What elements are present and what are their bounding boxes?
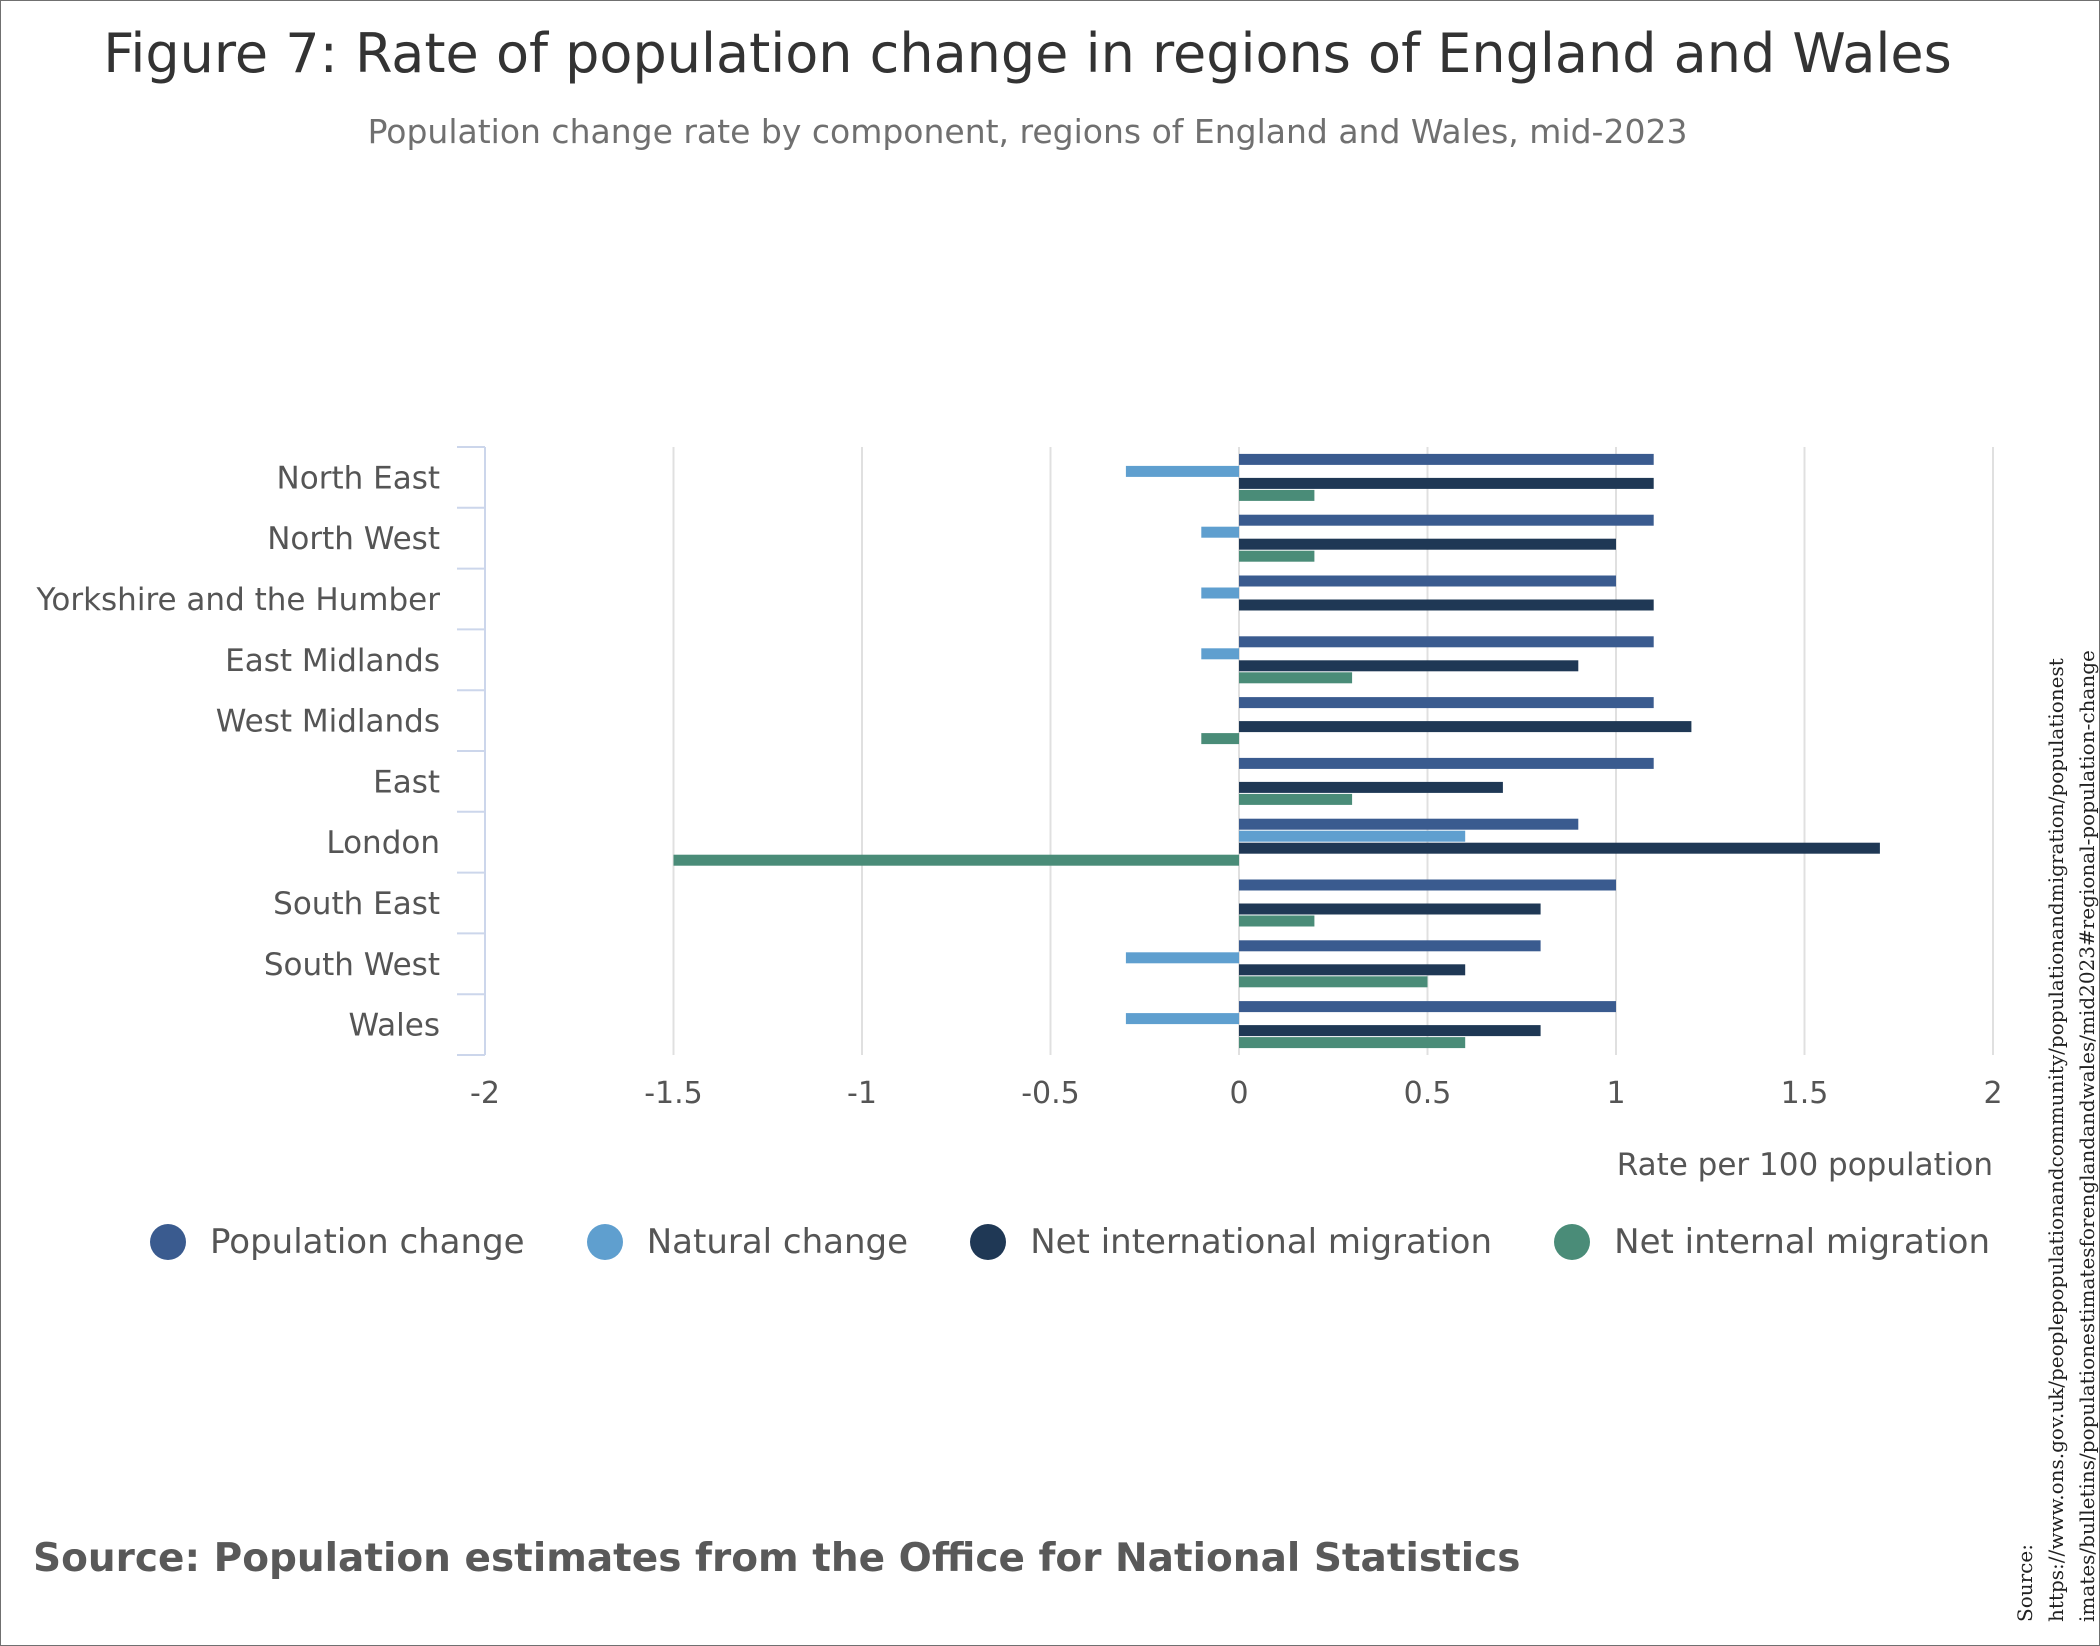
legend-item[interactable]: Net international migration — [970, 1222, 1492, 1262]
bar-natural-change — [1125, 1013, 1239, 1025]
bar-net-international-migration — [1239, 903, 1541, 915]
legend-item[interactable]: Natural change — [586, 1222, 909, 1262]
bar-net-international-migration — [1239, 964, 1466, 976]
legend-marker — [586, 1224, 623, 1260]
x-tick-label: 1 — [1606, 1076, 1625, 1111]
chart-subtitle: Population change rate by component, reg… — [367, 112, 1688, 151]
side-source-note: Source: https://www.ons.gov.uk/peoplepop… — [2010, 572, 2100, 1622]
x-tick-label: -1 — [847, 1076, 877, 1111]
bar-net-international-migration — [1239, 1025, 1541, 1037]
bar-net-international-migration — [1239, 477, 1654, 489]
bar-net-internal-migration — [1239, 793, 1353, 805]
chart-legend: Population change Natural change Net inter… — [150, 1222, 1990, 1262]
x-tick-label: -1.5 — [644, 1076, 703, 1111]
bar-net-internal-migration — [1239, 489, 1315, 501]
legend-label: Net internal migration — [1614, 1222, 1990, 1262]
legend-label: Natural change — [646, 1222, 909, 1262]
legend-item[interactable]: Net internal migration — [1554, 1222, 1990, 1262]
bar-population-change — [1239, 818, 1579, 830]
bar-population-change — [1239, 514, 1654, 526]
legend-label: Population change — [210, 1222, 525, 1262]
legend-item[interactable]: Population change — [150, 1222, 525, 1262]
bar-net-international-migration — [1239, 599, 1654, 611]
legend-marker — [970, 1224, 1007, 1260]
side-source-url-line2: imates/bulletins/populationestimatesfore… — [2075, 650, 2099, 1622]
legend-label: Net international migration — [1030, 1222, 1493, 1262]
x-tick-label: -0.5 — [1021, 1076, 1080, 1111]
x-tick-label: 0.5 — [1404, 1076, 1452, 1111]
category-label: Yorkshire and the Humber — [36, 582, 441, 618]
category-label: Wales — [348, 1008, 440, 1044]
bar-population-change — [1239, 697, 1654, 709]
category-label: East Midlands — [225, 643, 440, 679]
bar-natural-change — [1201, 648, 1239, 660]
bar-natural-change — [1125, 952, 1239, 964]
bar-population-change — [1239, 940, 1541, 952]
category-label: London — [326, 825, 440, 861]
bar-net-international-migration — [1239, 842, 1880, 854]
legend-marker — [150, 1224, 186, 1260]
bar-natural-change — [1239, 830, 1466, 842]
legend-marker — [1554, 1224, 1591, 1260]
bar-net-international-migration — [1239, 721, 1692, 733]
bar-net-international-migration — [1239, 538, 1616, 550]
bar-natural-change — [1201, 587, 1239, 599]
bar-net-internal-migration — [1239, 672, 1353, 684]
category-label: South East — [273, 886, 440, 922]
bar-net-international-migration — [1239, 781, 1503, 793]
bar-population-change — [1239, 757, 1654, 769]
category-label: South West — [264, 947, 440, 983]
bar-population-change — [1239, 453, 1654, 465]
bar-population-change — [1239, 636, 1654, 648]
bar-population-change — [1239, 1001, 1616, 1013]
bar-natural-change — [1125, 465, 1239, 477]
bar-net-international-migration — [1239, 660, 1579, 672]
chart-title: Figure 7: Rate of population change in r… — [103, 22, 1952, 85]
bar-net-internal-migration — [1201, 733, 1239, 745]
bar-population-change — [1239, 879, 1616, 891]
bar-natural-change — [1201, 526, 1239, 538]
x-axis-title: Rate per 100 population — [1617, 1147, 1993, 1183]
x-tick-label: 2 — [1983, 1076, 2002, 1111]
category-label: East — [373, 764, 440, 800]
x-tick-label: 0 — [1229, 1076, 1248, 1111]
source-note: Source: Population estimates from the Of… — [33, 1536, 1521, 1581]
bar-net-internal-migration — [1239, 550, 1315, 562]
category-label: North West — [267, 521, 440, 557]
side-source-url-line1: https://www.ons.gov.uk/peoplepopulationa… — [2044, 658, 2068, 1622]
bar-net-internal-migration — [1239, 976, 1428, 988]
bar-net-internal-migration — [1239, 1037, 1466, 1049]
category-label: North East — [277, 460, 440, 496]
x-tick-label: -2 — [470, 1076, 500, 1111]
x-tick-label: 1.5 — [1781, 1076, 1829, 1111]
bar-net-internal-migration — [673, 854, 1239, 866]
side-source-label: Source: — [2013, 1544, 2037, 1622]
bar-population-change — [1239, 575, 1616, 587]
bar-net-internal-migration — [1239, 915, 1315, 927]
category-label: West Midlands — [216, 704, 440, 740]
